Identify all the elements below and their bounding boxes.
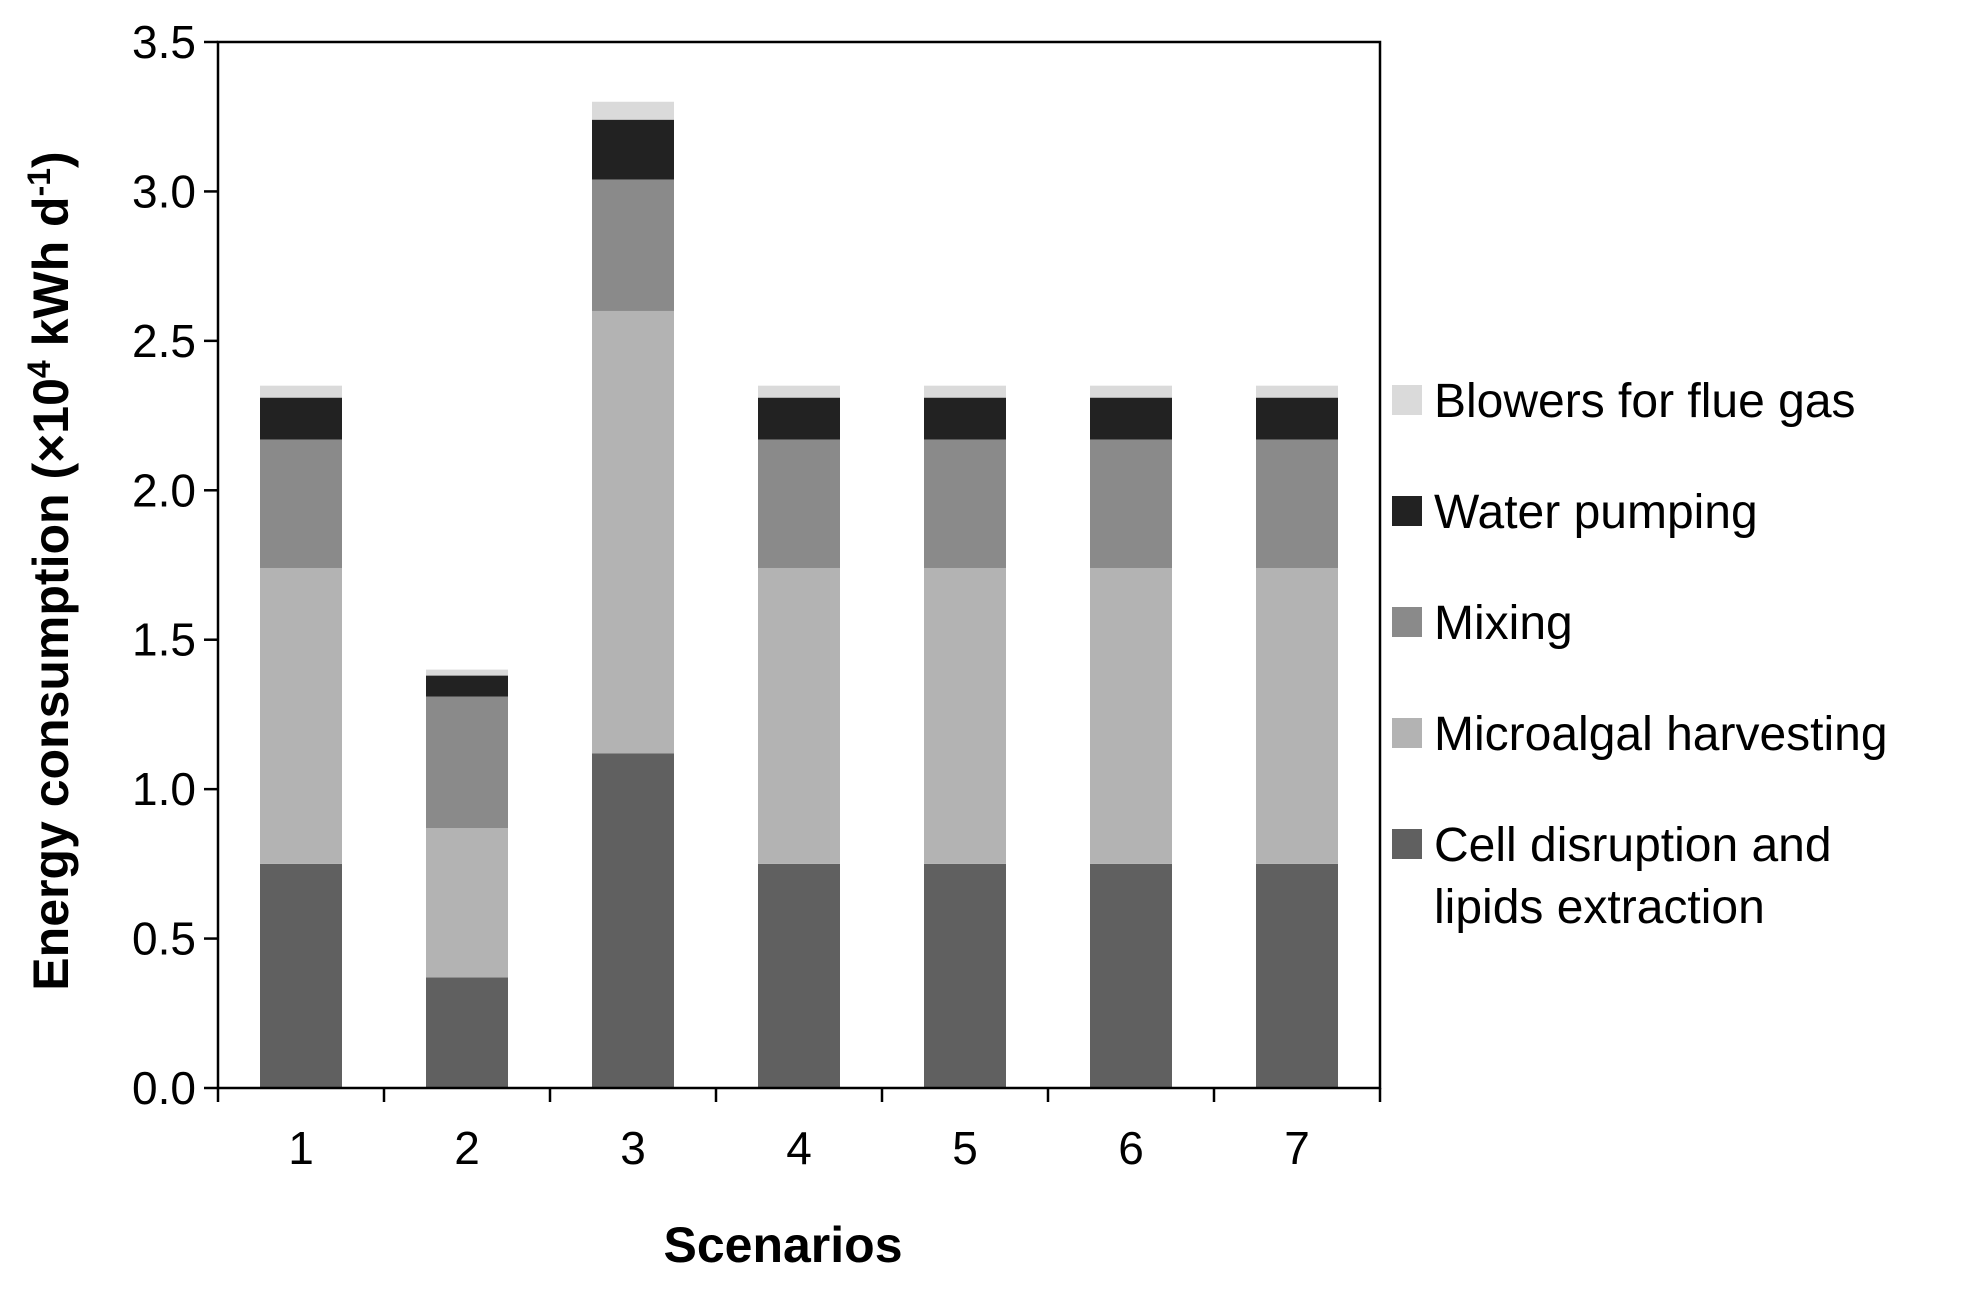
y-axis-title-prefix: Energy consumption (×10 — [23, 378, 79, 991]
bar-segment-1-s1 — [260, 863, 342, 1088]
bar-segment-3-s2 — [592, 310, 674, 754]
axes-layer — [216, 40, 1382, 1090]
bar-segment-4-s5 — [758, 385, 840, 398]
bar-segment-2-s5 — [426, 669, 508, 676]
legend-swatch-3 — [1392, 607, 1422, 637]
legend-swatch-1 — [1392, 829, 1422, 859]
y-tick-label: 3.0 — [132, 165, 196, 217]
bar-segment-1-s3 — [260, 439, 342, 568]
bar-segment-5-s3 — [924, 439, 1006, 568]
x-tick-label: 5 — [952, 1122, 978, 1174]
bar-segment-2-s2 — [426, 827, 508, 978]
x-axis-title: Scenarios — [663, 1217, 902, 1273]
bar-segment-7-s2 — [1256, 567, 1338, 864]
legend-swatch-2 — [1392, 718, 1422, 748]
y-tick-label: 2.0 — [132, 464, 196, 516]
legend-label-1: Cell disruption and — [1434, 819, 1832, 872]
legend-label-2: Microalgal harvesting — [1434, 708, 1888, 761]
y-tick-label: 0.0 — [132, 1062, 196, 1114]
bar-segment-2-s4 — [426, 675, 508, 697]
legend-swatch-4 — [1392, 496, 1422, 526]
x-tick-label: 4 — [786, 1122, 812, 1174]
bar-segment-1-s5 — [260, 385, 342, 398]
legend-label-4: Water pumping — [1434, 486, 1758, 539]
bars-layer — [260, 101, 1338, 1088]
legend-swatch-5 — [1392, 385, 1422, 415]
x-tick-label: 6 — [1118, 1122, 1144, 1174]
x-tick-label: 3 — [620, 1122, 646, 1174]
bar-segment-6-s5 — [1090, 385, 1172, 398]
x-tick-label: 1 — [288, 1122, 314, 1174]
bar-segment-6-s1 — [1090, 863, 1172, 1088]
plot-frame — [216, 40, 1382, 1090]
y-axis-title-suffix: ) — [23, 151, 79, 168]
x-tick-label: 7 — [1284, 1122, 1310, 1174]
legend-label-5: Blowers for flue gas — [1434, 375, 1856, 428]
bar-segment-5-s4 — [924, 397, 1006, 440]
bar-segment-2-s1 — [426, 977, 508, 1088]
y-axis-title-middle: kWh d — [23, 196, 79, 360]
bar-segment-3-s5 — [592, 101, 674, 120]
bar-segment-5-s5 — [924, 385, 1006, 398]
bar-segment-7-s4 — [1256, 397, 1338, 440]
bar-segment-7-s3 — [1256, 439, 1338, 568]
bar-segment-3-s3 — [592, 179, 674, 311]
bar-segment-3-s4 — [592, 119, 674, 180]
bar-segment-7-s5 — [1256, 385, 1338, 398]
y-tick-label: 3.5 — [132, 16, 196, 68]
bar-segment-1-s2 — [260, 567, 342, 864]
bar-segment-6-s2 — [1090, 567, 1172, 864]
bar-segment-4-s4 — [758, 397, 840, 440]
bar-segment-6-s3 — [1090, 439, 1172, 568]
ticks-layer: 0.0 0.5 1.0 1.5 2.0 2.5 3.0 3.5 1 2 3 4 5 6 7 — [132, 16, 1382, 1174]
bar-segment-4-s3 — [758, 439, 840, 568]
bar-segment-1-s4 — [260, 397, 342, 440]
bar-segment-5-s2 — [924, 567, 1006, 864]
legend-label-1: lipids extraction — [1434, 881, 1765, 934]
y-axis-title-sup2: -1 — [21, 168, 57, 196]
bar-segment-4-s1 — [758, 863, 840, 1088]
y-tick-label: 0.5 — [132, 913, 196, 965]
bar-segment-2-s3 — [426, 696, 508, 828]
y-axis-title: Energy consumption (×104 kWh d-1) — [21, 151, 79, 990]
bar-segment-3-s1 — [592, 753, 674, 1088]
legend-label-3: Mixing — [1434, 597, 1573, 650]
bar-segment-4-s2 — [758, 567, 840, 864]
legend: Blowers for flue gas Water pumping Mixing M… — [1392, 375, 1888, 934]
bar-segment-6-s4 — [1090, 397, 1172, 440]
x-tick-label: 2 — [454, 1122, 480, 1174]
y-tick-label: 1.5 — [132, 614, 196, 666]
y-axis-title-sup1: 4 — [21, 360, 57, 378]
y-tick-label: 1.0 — [132, 763, 196, 815]
y-tick-label: 2.5 — [132, 315, 196, 367]
bar-segment-7-s1 — [1256, 863, 1338, 1088]
bar-segment-5-s1 — [924, 863, 1006, 1088]
